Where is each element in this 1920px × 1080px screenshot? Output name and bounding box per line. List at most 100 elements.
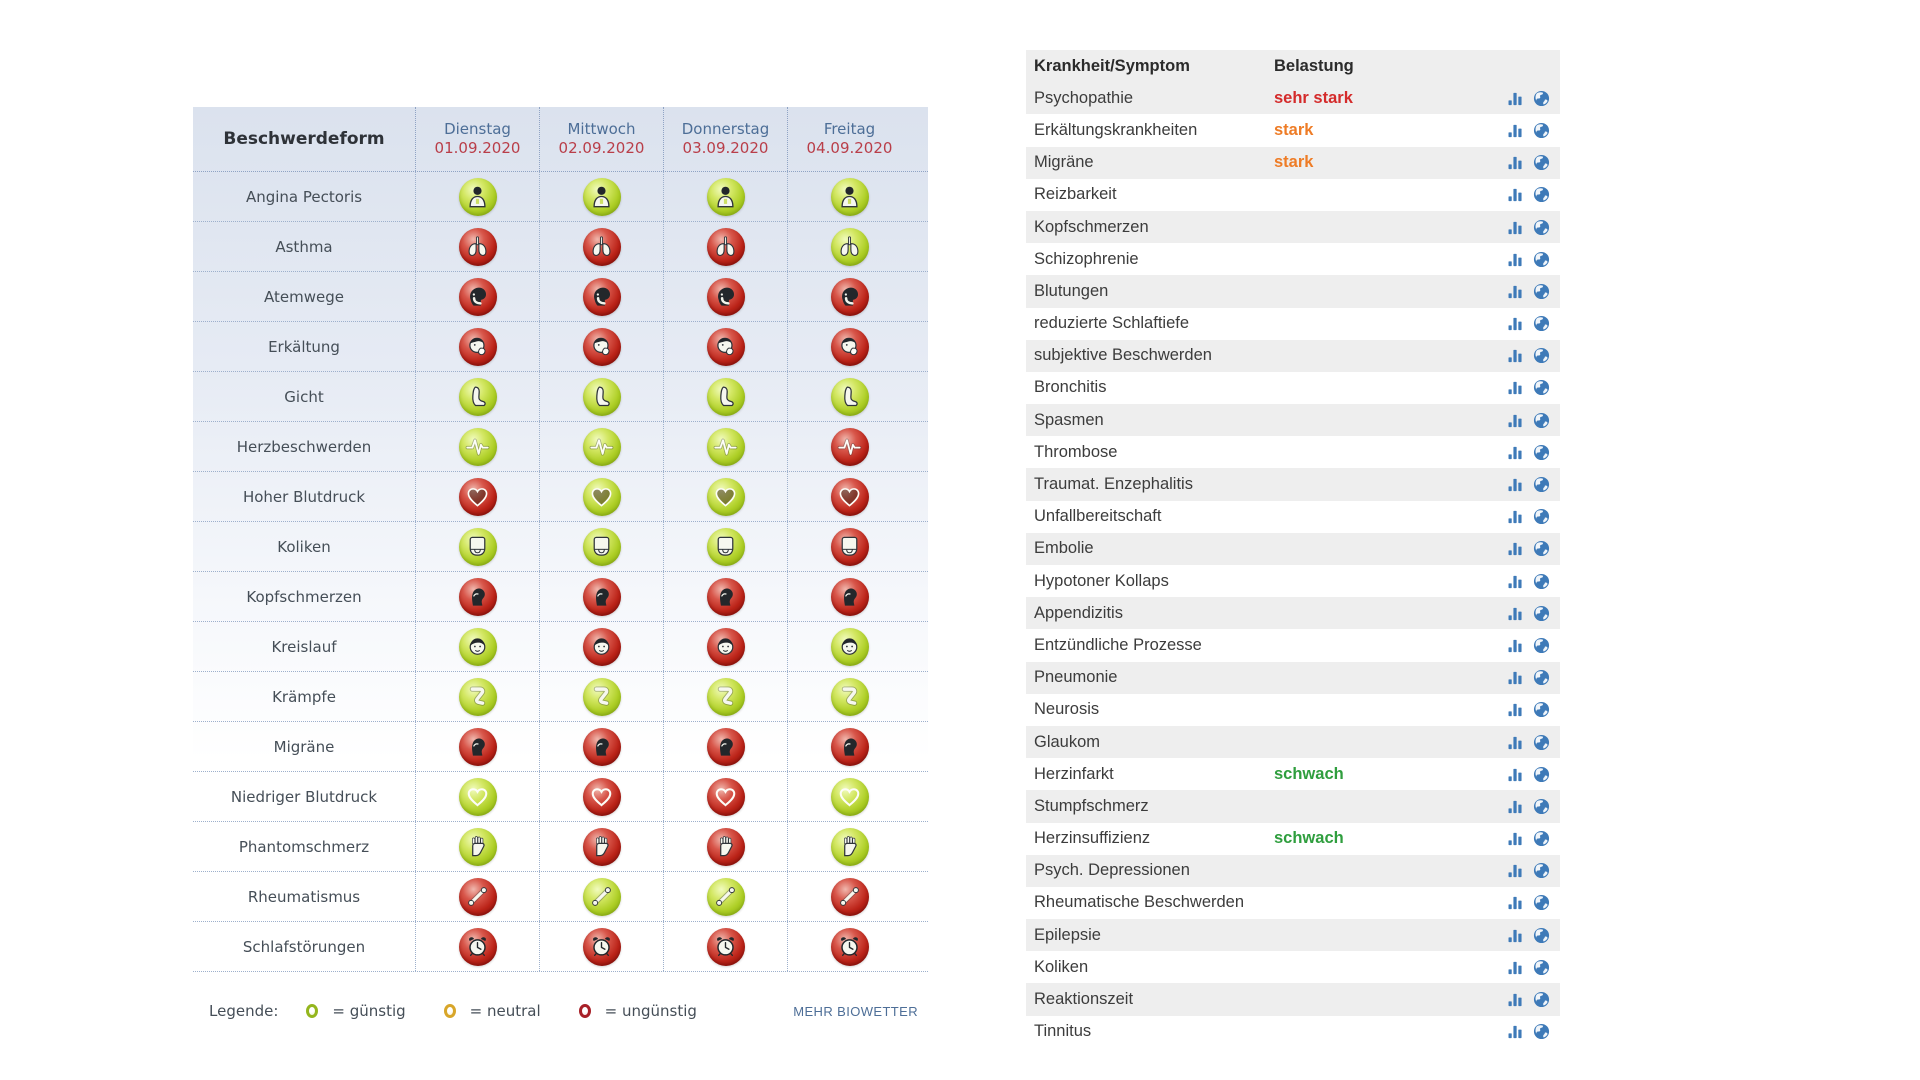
globe-icon[interactable] bbox=[1533, 540, 1550, 557]
globe-icon[interactable] bbox=[1533, 830, 1550, 847]
bar-chart-icon[interactable] bbox=[1507, 605, 1524, 622]
status-icon-sneezing-face bbox=[706, 327, 745, 366]
globe-icon[interactable] bbox=[1533, 154, 1550, 171]
globe-icon[interactable] bbox=[1533, 476, 1550, 493]
bar-chart-icon[interactable] bbox=[1507, 379, 1524, 396]
bar-chart-icon[interactable] bbox=[1507, 734, 1524, 751]
bar-chart-icon[interactable] bbox=[1507, 798, 1524, 815]
heart-outline-icon bbox=[837, 784, 862, 809]
status-icon-head-profile bbox=[706, 727, 745, 766]
bar-chart-icon[interactable] bbox=[1507, 959, 1524, 976]
bar-chart-icon[interactable] bbox=[1507, 219, 1524, 236]
globe-icon[interactable] bbox=[1533, 959, 1550, 976]
bar-chart-icon[interactable] bbox=[1507, 186, 1524, 203]
bar-chart-icon[interactable] bbox=[1507, 444, 1524, 461]
globe-icon[interactable] bbox=[1533, 605, 1550, 622]
globe-icon[interactable] bbox=[1533, 701, 1550, 718]
symptom-level: schwach bbox=[1274, 764, 1344, 783]
bar-chart-icon[interactable] bbox=[1507, 1023, 1524, 1040]
globe-icon[interactable] bbox=[1533, 1023, 1550, 1040]
airways-icon bbox=[465, 284, 490, 309]
bar-chart-icon[interactable] bbox=[1507, 90, 1524, 107]
symptom-name: Entzündliche Prozesse bbox=[1034, 635, 1202, 654]
globe-icon[interactable] bbox=[1533, 379, 1550, 396]
globe-icon[interactable] bbox=[1533, 251, 1550, 268]
hand-icon bbox=[589, 834, 614, 859]
status-icon-hand bbox=[706, 827, 745, 866]
joint-icon bbox=[713, 884, 738, 909]
symptom-row-actions bbox=[1507, 991, 1560, 1008]
symptom-row: Rheumatische Beschwerden bbox=[1026, 887, 1560, 919]
symptom-row-actions bbox=[1507, 219, 1560, 236]
bar-chart-icon[interactable] bbox=[1507, 669, 1524, 686]
bar-chart-icon[interactable] bbox=[1507, 283, 1524, 300]
bar-chart-icon[interactable] bbox=[1507, 927, 1524, 944]
status-icon-head-profile bbox=[582, 727, 621, 766]
symptom-name: Schizophrenie bbox=[1034, 249, 1139, 268]
globe-icon[interactable] bbox=[1533, 798, 1550, 815]
bar-chart-icon[interactable] bbox=[1507, 637, 1524, 654]
forecast-cell bbox=[787, 672, 911, 721]
globe-icon[interactable] bbox=[1533, 862, 1550, 879]
globe-icon[interactable] bbox=[1533, 508, 1550, 525]
globe-icon[interactable] bbox=[1533, 412, 1550, 429]
lungs-icon bbox=[589, 234, 614, 259]
bar-chart-icon[interactable] bbox=[1507, 154, 1524, 171]
mehr-biowetter-link[interactable]: MEHR BIOWETTER bbox=[793, 1003, 918, 1019]
globe-icon[interactable] bbox=[1533, 315, 1550, 332]
globe-icon[interactable] bbox=[1533, 283, 1550, 300]
bar-chart-icon[interactable] bbox=[1507, 476, 1524, 493]
globe-icon[interactable] bbox=[1533, 347, 1550, 364]
globe-icon[interactable] bbox=[1533, 219, 1550, 236]
globe-icon[interactable] bbox=[1533, 669, 1550, 686]
bar-chart-icon[interactable] bbox=[1507, 251, 1524, 268]
bar-chart-icon[interactable] bbox=[1507, 862, 1524, 879]
bar-chart-icon[interactable] bbox=[1507, 766, 1524, 783]
face-icon bbox=[713, 634, 738, 659]
bar-chart-icon[interactable] bbox=[1507, 830, 1524, 847]
bar-chart-icon[interactable] bbox=[1507, 122, 1524, 139]
ailment-label: Gicht bbox=[284, 387, 324, 406]
symptom-row-actions bbox=[1507, 186, 1560, 203]
status-icon-head-profile bbox=[458, 727, 497, 766]
forecast-cell bbox=[787, 172, 911, 221]
bar-chart-icon[interactable] bbox=[1507, 347, 1524, 364]
globe-icon[interactable] bbox=[1533, 444, 1550, 461]
foot-icon bbox=[465, 384, 490, 409]
forecast-cell bbox=[787, 522, 911, 571]
bar-chart-icon[interactable] bbox=[1507, 701, 1524, 718]
sneezing-face-icon bbox=[837, 334, 862, 359]
forecast-row: Atemwege bbox=[193, 272, 928, 322]
forecast-cell bbox=[539, 272, 663, 321]
bar-chart-icon[interactable] bbox=[1507, 315, 1524, 332]
globe-icon[interactable] bbox=[1533, 122, 1550, 139]
globe-icon[interactable] bbox=[1533, 573, 1550, 590]
globe-icon[interactable] bbox=[1533, 894, 1550, 911]
joint-icon bbox=[837, 884, 862, 909]
globe-icon[interactable] bbox=[1533, 637, 1550, 654]
forecast-cell bbox=[415, 422, 539, 471]
bar-chart-icon[interactable] bbox=[1507, 540, 1524, 557]
head-profile-icon bbox=[713, 584, 738, 609]
bar-chart-icon[interactable] bbox=[1507, 508, 1524, 525]
symptom-level: sehr stark bbox=[1274, 88, 1353, 107]
symptom-row-actions bbox=[1507, 927, 1560, 944]
bar-chart-icon[interactable] bbox=[1507, 573, 1524, 590]
forecast-cell bbox=[415, 872, 539, 921]
bar-chart-icon[interactable] bbox=[1507, 894, 1524, 911]
head-profile-icon bbox=[837, 734, 862, 759]
status-icon-foot bbox=[706, 377, 745, 416]
symptom-name: Spasmen bbox=[1034, 410, 1104, 429]
upper-body-icon bbox=[465, 184, 490, 209]
globe-icon[interactable] bbox=[1533, 927, 1550, 944]
forecast-cell bbox=[539, 422, 663, 471]
forecast-cell bbox=[539, 222, 663, 271]
globe-icon[interactable] bbox=[1533, 734, 1550, 751]
globe-icon[interactable] bbox=[1533, 186, 1550, 203]
bar-chart-icon[interactable] bbox=[1507, 991, 1524, 1008]
globe-icon[interactable] bbox=[1533, 991, 1550, 1008]
bar-chart-icon[interactable] bbox=[1507, 412, 1524, 429]
globe-icon[interactable] bbox=[1533, 766, 1550, 783]
globe-icon[interactable] bbox=[1533, 90, 1550, 107]
sneezing-face-icon bbox=[465, 334, 490, 359]
